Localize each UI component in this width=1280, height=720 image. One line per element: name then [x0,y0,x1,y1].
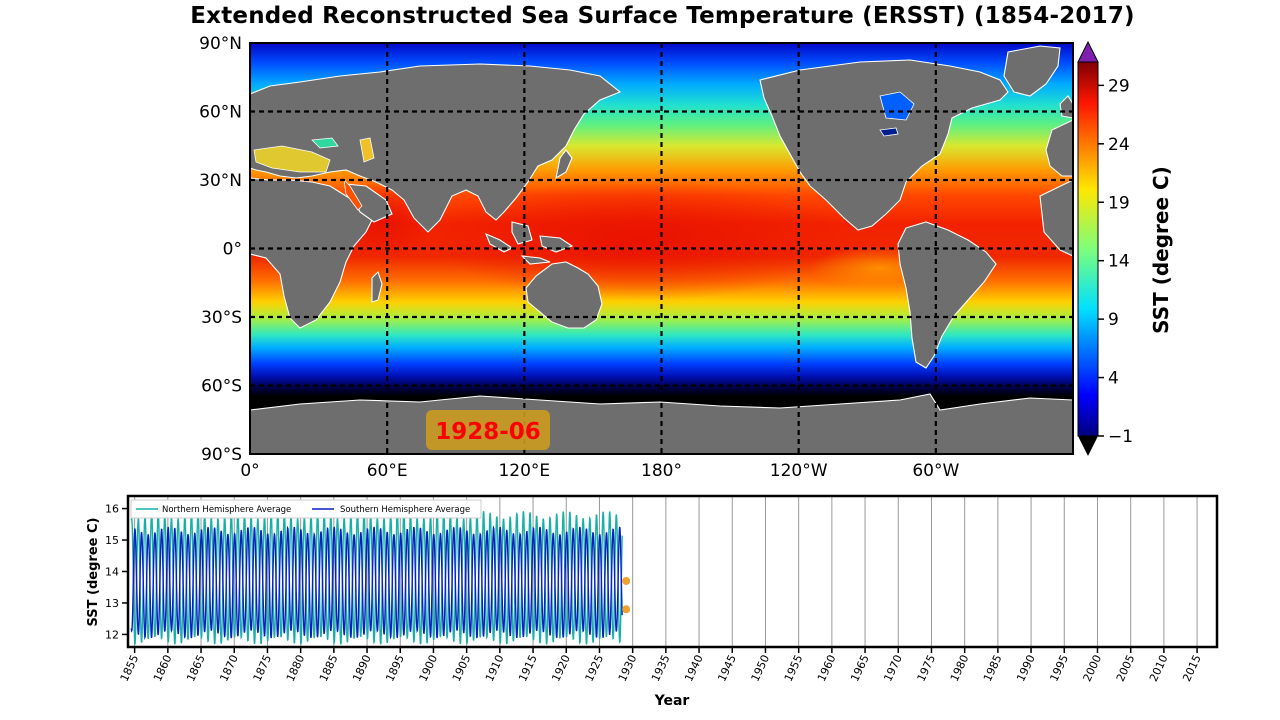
legend-entry-north: Northern Hemisphere Average [162,505,291,515]
inland-seas [253,91,915,211]
x-tick-label: 1910 [483,653,507,684]
legend: Northern Hemisphere Average Southern Hem… [130,499,482,519]
x-tick-label: 1865 [184,653,208,684]
y-tick-label: 16 [105,503,119,516]
x-tick-label: 1900 [417,653,441,684]
x-tick-label: 1935 [649,653,673,684]
lon-tick-label: 120°E [498,461,550,480]
colorbar-tick-label: 9 [1108,310,1119,330]
x-tick-label: 2015 [1180,653,1204,684]
x-tick-label: 1990 [1014,653,1038,684]
lon-tick-label: 120°W [770,461,828,480]
colorbar-tick-label: 29 [1108,76,1130,96]
current-value-marker [622,605,631,614]
date-stamp-text: 1928-06 [435,419,541,445]
x-tick-label: 1960 [815,653,839,684]
lat-tick-label: 60°N [199,103,242,123]
x-tick-label: 1895 [383,653,407,684]
y-axis-ticks: 16 15 14 13 12 [105,503,128,641]
x-tick-label: 1925 [583,653,607,684]
x-tick-label: 1885 [317,653,341,684]
legend-entry-south: Southern Hemisphere Average [340,505,470,515]
lat-tick-label: 30°N [199,171,242,191]
x-tick-label: 1855 [118,653,142,684]
lon-tick-label: 0° [240,461,259,480]
colorbar-label: SST (degree C) [1149,166,1173,334]
lon-tick-label: 180° [641,461,682,480]
colorbar-gradient [1077,61,1099,437]
x-axis-ticks: 1855 1860 1865 1870 1875 1880 1885 1890 1895 1900… [118,647,1204,684]
current-value-marker [622,576,631,585]
current-values [622,576,631,614]
x-tick-label: 1955 [782,653,806,684]
y-tick-label: 12 [105,628,119,641]
x-tick-label: 1860 [151,653,175,684]
x-tick-label: 1890 [350,653,374,684]
series-line-south [130,525,623,641]
colorbar-max-extend [1077,40,1099,63]
lat-tick-label: 90°N [199,34,242,54]
longitude-labels: 0° 60°E 120°E 180° 120°W 60°W [240,461,959,480]
lon-tick-label: 60°E [367,461,408,480]
x-tick-label: 2005 [1114,653,1138,684]
x-tick-label: 1915 [516,653,540,684]
x-tick-label: 1950 [749,653,773,684]
x-tick-label: 1985 [981,653,1005,684]
lat-tick-label: 30°S [201,308,242,328]
chart-title: Extended Reconstructed Sea Surface Tempe… [190,3,1135,29]
x-tick-label: 2010 [1147,653,1171,684]
x-tick-label: 1905 [450,653,474,684]
x-tick-label: 1880 [284,653,308,684]
lat-tick-label: 0° [223,240,242,260]
x-tick-label: 1870 [217,653,241,684]
y-tick-label: 14 [105,566,119,579]
x-axis-label: Year [654,693,690,709]
x-tick-label: 1980 [948,653,972,684]
y-axis-label: SST (degree C) [86,518,101,627]
map-gridlines [250,43,1073,454]
x-tick-label: 1995 [1047,653,1071,684]
colorbar-tick-label: −1 [1108,427,1133,447]
x-tick-label: 1930 [616,653,640,684]
x-tick-label: 1975 [915,653,939,684]
colorbar-tick-label: 24 [1108,135,1130,155]
colorbar-tick-label: 14 [1108,252,1130,272]
colorbar-min-extend [1078,436,1098,456]
sst-map: 90°N 60°N 30°N 0° 30°S 60°S 90°S 0° 60°E 120°E 18… [199,34,1173,480]
lat-tick-label: 60°S [201,377,242,397]
date-stamp: 1928-06 [426,410,550,450]
colorbar-tick-label: 4 [1108,369,1119,389]
lat-tick-label: 90°S [201,445,242,465]
x-tick-label: 1970 [881,653,905,684]
x-tick-label: 1945 [715,653,739,684]
x-tick-label: 1920 [549,653,573,684]
latitude-labels: 90°N 60°N 30°N 0° 30°S 60°S 90°S [199,34,242,465]
x-tick-label: 1965 [848,653,872,684]
x-tick-label: 1940 [682,653,706,684]
y-tick-label: 13 [105,597,119,610]
lon-tick-label: 60°W [912,461,959,480]
y-tick-label: 15 [105,534,119,547]
series-lines [130,510,623,646]
x-tick-label: 1875 [251,653,275,684]
x-tick-label: 2000 [1081,653,1105,684]
colorbar: 29 24 19 14 9 4 −1 SST (degree C) [1077,40,1173,456]
colorbar-tick-label: 19 [1108,193,1130,213]
